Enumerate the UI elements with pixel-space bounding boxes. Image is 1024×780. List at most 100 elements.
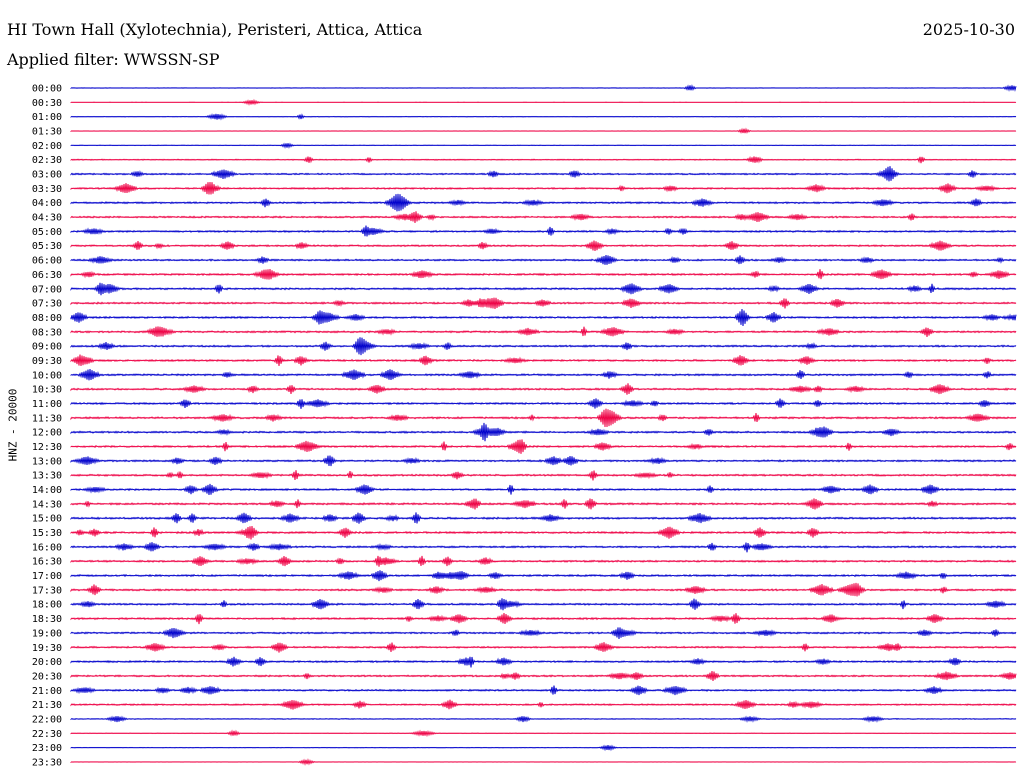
time-tick-label: 18:00 [32,600,62,611]
time-tick-label: 11:00 [32,399,62,410]
trace-line [70,670,1017,682]
trace-line [70,525,1017,540]
trace-line [70,181,1017,195]
trace-line [70,211,1017,224]
trace-line [70,729,1017,738]
time-tick-label: 22:00 [32,714,62,725]
time-tick-label: 15:00 [32,514,62,525]
time-tick-label: 22:30 [32,729,62,740]
trace-line [70,642,1017,653]
time-tick-label: 05:30 [32,241,62,252]
time-tick-label: 14:30 [32,499,62,510]
trace-line [70,408,1017,428]
trace-line [70,758,1017,766]
trace-line [70,470,1017,481]
trace-line [70,555,1017,567]
trace-line [70,699,1017,710]
time-tick-label: 06:30 [32,270,62,281]
filter-label: Applied filter: WWSSN-SP [7,50,220,69]
trace-line [70,455,1017,467]
trace-line [70,326,1017,337]
trace-line [70,354,1017,367]
trace-line [70,255,1017,265]
trace-line [70,369,1017,381]
time-tick-label: 01:30 [32,127,62,138]
time-tick-label: 21:30 [32,700,62,711]
trace-line [70,398,1017,409]
time-tick-label: 17:00 [32,571,62,582]
time-tick-label: 13:00 [32,456,62,467]
trace-line [70,570,1017,582]
time-tick-label: 08:00 [32,313,62,324]
time-tick-label: 23:00 [32,743,62,754]
record-date: 2025-10-30 [922,20,1015,39]
trace-line [70,627,1017,640]
time-tick-label: 19:30 [32,643,62,654]
trace-line [70,142,1017,149]
time-tick-label: 16:00 [32,542,62,553]
time-tick-label: 08:30 [32,327,62,338]
trace-line [70,127,1017,134]
time-tick-label: 04:30 [32,213,62,224]
trace-line [70,483,1017,495]
time-tick-label: 10:00 [32,370,62,381]
station-title: HI Town Hall (Xylotechnia), Peristeri, A… [7,20,423,39]
trace-line [70,337,1017,356]
time-tick-label: 06:00 [32,256,62,267]
trace-line [70,225,1017,237]
trace-line [70,308,1017,327]
trace-line [70,598,1017,611]
time-tick-label: 19:00 [32,628,62,639]
time-tick-label: 07:00 [32,284,62,295]
trace-line [70,744,1017,752]
time-tick-label: 15:30 [32,528,62,539]
trace-line [70,193,1017,212]
trace-line [70,715,1017,723]
time-tick-label: 20:30 [32,671,62,682]
time-tick-label: 11:30 [32,413,62,424]
trace-line [70,613,1017,625]
time-tick-label: 20:00 [32,657,62,668]
trace-line [70,498,1017,510]
trace-line [70,166,1017,182]
time-tick-label: 07:30 [32,299,62,310]
time-tick-label: 03:30 [32,184,62,195]
trace-line [70,113,1017,121]
time-tick-label: 03:00 [32,170,62,181]
time-tick-label: 12:00 [32,428,62,439]
trace-line [70,542,1017,553]
trace-line [70,582,1017,597]
time-tick-label: 23:30 [32,757,62,768]
trace-line [70,656,1017,668]
time-tick-label: 05:00 [32,227,62,238]
trace-line [70,512,1017,524]
trace-line [70,282,1017,296]
trace-line [70,155,1017,164]
trace-line [70,383,1017,395]
time-tick-label: 02:00 [32,141,62,152]
time-tick-label: 18:30 [32,614,62,625]
time-tick-label: 13:30 [32,471,62,482]
trace-line [70,98,1017,106]
time-tick-label: 10:30 [32,385,62,396]
trace-line [70,685,1017,696]
time-tick-label: 09:30 [32,356,62,367]
time-tick-label: 14:00 [32,485,62,496]
trace-line [70,84,1017,92]
trace-line [70,439,1017,454]
trace-line [70,240,1017,251]
time-tick-label: 09:00 [32,342,62,353]
time-tick-label: 04:00 [32,198,62,209]
time-tick-label: 00:00 [32,84,62,95]
time-tick-label: 00:30 [32,98,62,109]
time-tick-label: 17:30 [32,585,62,596]
trace-line [70,269,1017,280]
time-tick-label: 16:30 [32,557,62,568]
trace-line [70,422,1017,442]
time-tick-label: 02:30 [32,155,62,166]
time-tick-label: 01:00 [32,112,62,123]
time-tick-label: 21:00 [32,686,62,697]
trace-line [70,297,1017,309]
time-tick-label: 12:30 [32,442,62,453]
